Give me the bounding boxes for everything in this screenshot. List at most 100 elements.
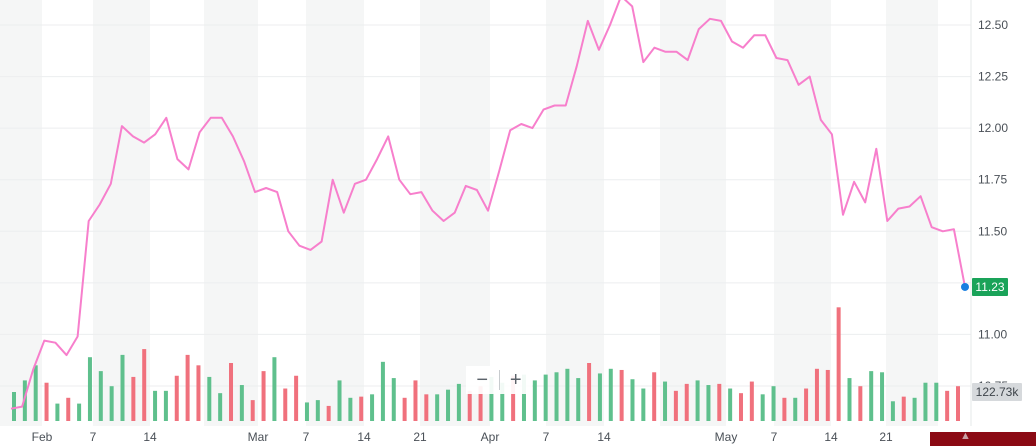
volume-bar (934, 382, 939, 421)
volume-bar (196, 365, 201, 421)
volume-bar (391, 378, 396, 421)
y-tick-label: 12.50 (978, 18, 1008, 32)
volume-bar (424, 394, 429, 421)
volume-bar (109, 386, 114, 421)
volume-bar (684, 383, 689, 421)
volume-bar (142, 349, 147, 421)
volume-bar (435, 394, 440, 421)
volume-bar (153, 390, 158, 421)
volume-bar (847, 378, 852, 421)
x-tick-label: 14 (143, 430, 157, 444)
volume-bar (923, 382, 928, 421)
volume-bar (348, 397, 353, 421)
volume-bar (695, 380, 700, 421)
volume-bar (511, 375, 516, 421)
volume-bar (728, 388, 733, 421)
volume-bar (901, 396, 906, 421)
price-line (10, 0, 966, 410)
week-band (0, 0, 42, 426)
x-tick-label: Mar (248, 430, 269, 444)
x-tick-label: May (715, 430, 738, 444)
volume-bar (33, 365, 38, 421)
volume-bar (500, 382, 505, 421)
volume-bar (315, 400, 320, 421)
zoom-out-button[interactable]: − (476, 369, 489, 391)
price-series (10, 0, 969, 410)
volume-bar (793, 397, 798, 421)
volume-bar (619, 369, 624, 421)
volume-bar (250, 400, 255, 421)
volume-bar (706, 385, 711, 421)
volume-bar (370, 394, 375, 421)
volume-bar (717, 383, 722, 421)
week-band (204, 0, 258, 426)
x-tick-label: 7 (303, 430, 310, 444)
volume-bar (98, 371, 103, 421)
volume-bar (554, 372, 559, 421)
volume-bar (413, 380, 418, 421)
volume-bar (77, 403, 82, 421)
week-band (774, 0, 831, 426)
volume-bar (663, 381, 668, 421)
y-tick-label: 11.75 (978, 173, 1007, 187)
volume-bar (456, 383, 461, 421)
volume-bar (283, 388, 288, 421)
volume-bar (185, 354, 190, 421)
volume-bar (587, 363, 592, 421)
volume-bar (836, 307, 841, 421)
volume-bar (738, 393, 743, 421)
corner-panel: ▲ (930, 430, 1036, 446)
x-tick-label: 7 (90, 430, 97, 444)
x-tick-label: 14 (357, 430, 371, 444)
volume-bar (608, 368, 613, 421)
volume-bar (890, 401, 895, 421)
volume-bar (478, 386, 483, 421)
y-tick-label: 12.25 (978, 70, 1008, 84)
y-tick-label: 11.50 (978, 224, 1007, 238)
y-tick-label: 12.00 (978, 121, 1008, 135)
volume-bar (163, 390, 168, 421)
volume-bar (597, 373, 602, 421)
volume-bar (131, 376, 136, 421)
volume-bar (858, 386, 863, 421)
zoom-divider (498, 370, 500, 390)
volume-bar (521, 374, 526, 421)
grid-lines (0, 24, 971, 387)
volume-bar (641, 388, 646, 421)
volume-bar (87, 357, 92, 421)
zoom-controls: − + (466, 366, 532, 394)
volume-bar (326, 405, 331, 421)
volume-bar (804, 388, 809, 421)
x-tick-labels: Feb714Mar71421Apr714May7142128 (32, 430, 945, 444)
week-band (546, 0, 604, 426)
last-price-point (961, 282, 969, 291)
volume-bar (532, 380, 537, 421)
volume-bar (630, 379, 635, 421)
volume-bar (869, 371, 874, 421)
volume-bar (66, 397, 71, 421)
volume-bar (44, 382, 49, 421)
x-tick-label: Apr (481, 430, 500, 444)
volume-badge (972, 383, 1022, 401)
x-tick-label: 21 (413, 430, 427, 444)
volume-bar (294, 375, 299, 421)
week-bands (0, 0, 938, 426)
x-tick-label: 7 (543, 430, 550, 444)
volume-bar (814, 368, 819, 421)
volume-bar (652, 372, 657, 421)
last-price-label: 11.23 (975, 280, 1004, 294)
week-band (306, 0, 364, 426)
volume-bar (782, 397, 787, 421)
volume-bar (749, 381, 754, 421)
volume-bar (467, 390, 472, 421)
volume-bar (207, 376, 212, 421)
volume-bar (565, 368, 570, 421)
volume-bar (446, 389, 451, 421)
volume-bar (359, 396, 364, 421)
volume-bar (543, 374, 548, 421)
volume-bar (771, 386, 776, 421)
x-tick-label: 14 (824, 430, 838, 444)
last-price-badge (972, 277, 1008, 296)
zoom-in-button[interactable]: + (509, 369, 522, 391)
y-tick-label: 11.00 (978, 327, 1007, 341)
